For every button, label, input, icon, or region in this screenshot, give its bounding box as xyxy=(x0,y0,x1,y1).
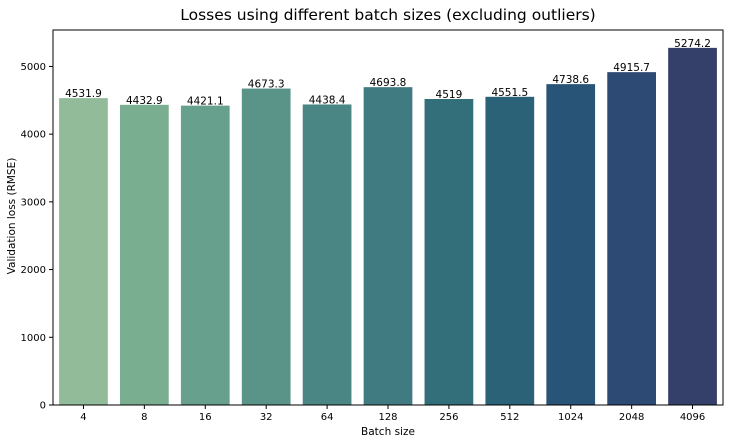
x-tick-label-256: 256 xyxy=(439,412,458,423)
bar-4096 xyxy=(668,47,717,406)
x-tick-label-4: 4 xyxy=(80,412,86,423)
bar-8 xyxy=(120,104,169,405)
x-tick-label-32: 32 xyxy=(260,412,273,423)
y-tick-label-1000: 1000 xyxy=(21,333,46,344)
data-label-256: 4519 xyxy=(436,89,463,101)
y-tick-label-3000: 3000 xyxy=(21,197,46,208)
data-label-512: 4551.5 xyxy=(491,87,528,99)
data-label-1024: 4738.6 xyxy=(552,74,589,86)
x-tick-label-128: 128 xyxy=(378,412,397,423)
plot-area: 4531.9 4 4432.9 8 4421.1 16 4673.3 32 4438.4 64 46… xyxy=(21,29,724,423)
bar-4 xyxy=(59,98,108,405)
data-label-4: 4531.9 xyxy=(65,88,102,100)
bar-128 xyxy=(363,87,413,405)
chart-title: Losses using different batch sizes (excl… xyxy=(180,6,595,24)
bar-256 xyxy=(424,99,474,405)
data-label-2048: 4915.7 xyxy=(613,62,650,74)
y-tick-label-2000: 2000 xyxy=(21,265,46,276)
bar-1024 xyxy=(546,84,596,405)
plot-frame xyxy=(52,29,724,406)
bar-512 xyxy=(485,96,535,406)
data-label-8: 4432.9 xyxy=(126,95,163,107)
bar-16 xyxy=(180,105,230,405)
x-tick-label-8: 8 xyxy=(141,412,147,423)
x-tick-label-4096: 4096 xyxy=(680,412,705,423)
x-tick-label-512: 512 xyxy=(500,412,519,423)
x-tick-label-64: 64 xyxy=(321,412,334,423)
data-label-4096: 5274.2 xyxy=(674,38,711,50)
bar-2048 xyxy=(607,72,656,405)
x-tick-label-1024: 1024 xyxy=(558,412,583,423)
data-label-16: 4421.1 xyxy=(187,96,224,108)
x-tick-label-16: 16 xyxy=(199,412,212,423)
bar-64 xyxy=(302,104,352,406)
data-label-32: 4673.3 xyxy=(248,79,285,91)
y-tick-label-4000: 4000 xyxy=(21,130,46,141)
y-tick-label-0: 0 xyxy=(40,401,46,412)
y-tick-label-5000: 5000 xyxy=(21,62,46,73)
x-axis-label: Batch size xyxy=(361,426,415,438)
data-label-64: 4438.4 xyxy=(309,94,346,106)
y-axis-label: Validation loss (RMSE) xyxy=(6,158,18,275)
data-label-128: 4693.8 xyxy=(370,77,407,89)
bar-32 xyxy=(241,88,291,406)
x-tick-label-2048: 2048 xyxy=(619,412,644,423)
